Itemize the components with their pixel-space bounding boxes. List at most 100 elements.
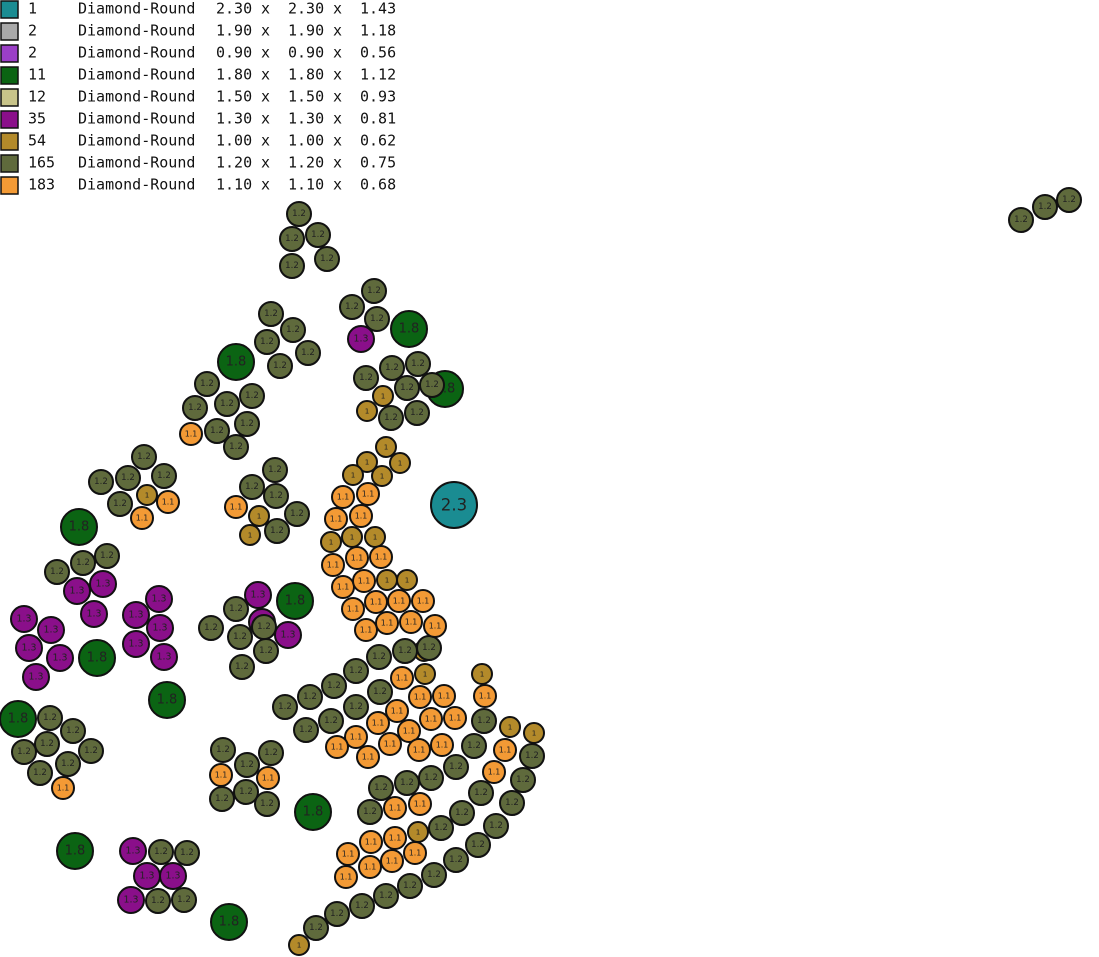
legend-dim: 2.30 bbox=[288, 0, 324, 18]
stone bbox=[321, 553, 345, 577]
stone bbox=[253, 638, 279, 664]
legend-count: 35 bbox=[28, 110, 46, 128]
stone-label: 1.2 bbox=[303, 692, 317, 702]
stone bbox=[293, 717, 319, 743]
legend-shape: Diamond-Round bbox=[78, 22, 195, 40]
stone-label: 1.2 bbox=[229, 604, 243, 614]
stone-label: 1.2 bbox=[1038, 202, 1052, 212]
stone bbox=[60, 508, 98, 546]
stone-label: 1.1 bbox=[362, 490, 375, 499]
stone bbox=[239, 474, 265, 500]
stone bbox=[276, 582, 314, 620]
stone bbox=[258, 301, 284, 327]
stone-label: 1 bbox=[416, 828, 421, 837]
stone-label: 1.2 bbox=[264, 309, 278, 319]
stone bbox=[389, 452, 411, 474]
stone bbox=[482, 760, 506, 784]
legend-dim: 0.90 bbox=[288, 44, 324, 62]
stone bbox=[428, 815, 454, 841]
stone-label: 1.1 bbox=[436, 741, 449, 750]
stone bbox=[279, 226, 305, 252]
stone-label: 1.2 bbox=[66, 726, 80, 736]
stone bbox=[272, 694, 298, 720]
stone bbox=[148, 839, 174, 865]
stone bbox=[373, 883, 399, 909]
stone-label: 1.3 bbox=[354, 334, 369, 345]
stone bbox=[295, 340, 321, 366]
legend-swatch bbox=[0, 132, 19, 151]
stone-label: 1.2 bbox=[33, 768, 47, 778]
stone bbox=[443, 847, 469, 873]
stone bbox=[258, 740, 284, 766]
stone-label: 1.3 bbox=[124, 895, 139, 906]
stone bbox=[37, 616, 65, 644]
stone bbox=[46, 644, 74, 672]
legend-sep: x bbox=[333, 154, 342, 172]
stone-label: 1.3 bbox=[152, 594, 167, 605]
stone-label: 1.3 bbox=[251, 590, 266, 601]
legend-count: 12 bbox=[28, 88, 46, 106]
stone bbox=[408, 792, 432, 816]
legend-sep: x bbox=[261, 154, 270, 172]
stone bbox=[411, 589, 435, 613]
legend-shape: Diamond-Round bbox=[78, 154, 195, 172]
stone-label: 1.1 bbox=[414, 693, 427, 702]
stone bbox=[387, 589, 411, 613]
stone bbox=[11, 739, 37, 765]
stone-label: 1.2 bbox=[177, 895, 191, 905]
stone-label: 1.1 bbox=[499, 746, 512, 755]
stone bbox=[131, 444, 157, 470]
stone-label: 1.3 bbox=[29, 672, 44, 683]
stone-label: 1.2 bbox=[17, 747, 31, 757]
stone bbox=[397, 719, 421, 743]
stone bbox=[34, 731, 60, 757]
stone-label: 1.8 bbox=[157, 693, 178, 708]
legend-shape: Diamond-Round bbox=[78, 176, 195, 194]
stone bbox=[27, 760, 53, 786]
stone-label: 1.2 bbox=[290, 509, 304, 519]
stone-label: 1.2 bbox=[1014, 215, 1028, 225]
legend-sep: x bbox=[333, 44, 342, 62]
legend-count: 2 bbox=[28, 44, 37, 62]
stone-label: 1.3 bbox=[126, 846, 141, 857]
stone bbox=[294, 793, 332, 831]
stone-label: 1.2 bbox=[233, 632, 247, 642]
stone bbox=[324, 507, 348, 531]
stone bbox=[468, 780, 494, 806]
stone-label: 1.2 bbox=[257, 622, 271, 632]
stone-label: 1 bbox=[373, 533, 378, 542]
legend-count: 183 bbox=[28, 176, 55, 194]
stone bbox=[88, 469, 114, 495]
stone-label: 1.2 bbox=[400, 778, 414, 788]
stone-label: 1.1 bbox=[417, 597, 430, 606]
stone-label: 1.3 bbox=[96, 579, 111, 590]
stone bbox=[267, 353, 293, 379]
stone-label: 1.1 bbox=[396, 674, 409, 683]
stone bbox=[145, 888, 171, 914]
stone bbox=[443, 754, 469, 780]
stone-label: 1.2 bbox=[76, 558, 90, 568]
stone bbox=[288, 934, 310, 956]
stone-label: 1.2 bbox=[349, 666, 363, 676]
stone-label: 1.1 bbox=[355, 512, 368, 521]
stone-label: 1 bbox=[398, 459, 403, 468]
stone-label: 1 bbox=[257, 512, 262, 521]
stone bbox=[320, 531, 342, 553]
stone bbox=[375, 611, 399, 635]
stone bbox=[254, 791, 280, 817]
stone bbox=[364, 306, 390, 332]
stone-label: 1.2 bbox=[434, 823, 448, 833]
stone-label: 2.3 bbox=[441, 496, 467, 515]
stone bbox=[372, 385, 394, 407]
legend-sep: x bbox=[261, 0, 270, 18]
stone bbox=[430, 733, 454, 757]
stone-label: 1 bbox=[365, 407, 370, 416]
legend-sep: x bbox=[333, 22, 342, 40]
stone bbox=[376, 569, 398, 591]
stone-label: 1.2 bbox=[229, 442, 243, 452]
stone-label: 1.2 bbox=[269, 491, 283, 501]
stone bbox=[347, 325, 375, 353]
legend-dim: 1.10 bbox=[216, 176, 252, 194]
stone-label: 1.1 bbox=[162, 498, 175, 507]
stone bbox=[286, 201, 312, 227]
